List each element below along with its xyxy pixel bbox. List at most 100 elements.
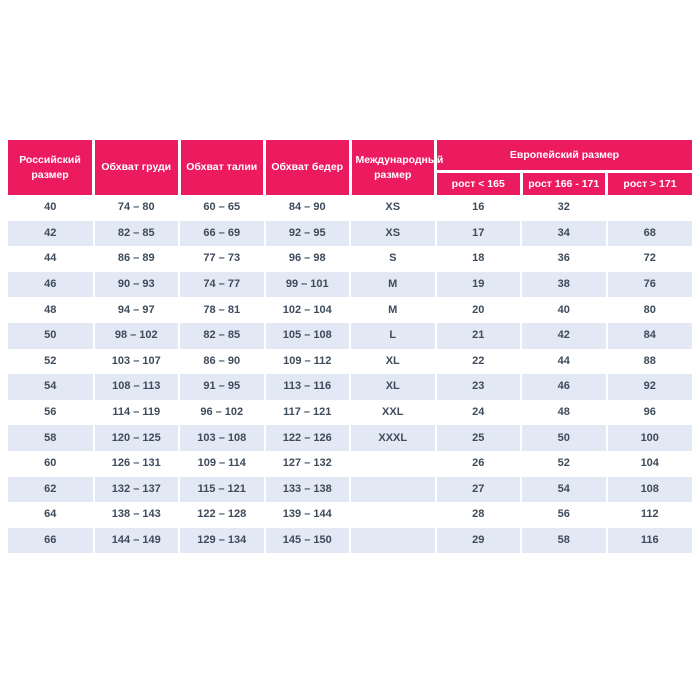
header-european-size-group: Европейский размер (435, 140, 692, 173)
table-cell: 105 – 108 (264, 322, 351, 349)
table-cell: 99 – 101 (264, 271, 351, 298)
header-main-row: Российский размер Обхват груди Обхват та… (8, 140, 692, 195)
header-sub-row: рост < 165 рост 166 - 171 рост > 171 (8, 171, 692, 195)
table-cell: 40 (8, 195, 95, 221)
table-cell: 52 (8, 348, 95, 375)
header-height-lt-165: рост < 165 (435, 171, 523, 195)
table-cell: 44 (521, 348, 608, 375)
table-cell: 20 (435, 297, 522, 323)
table-cell: 88 (606, 348, 692, 375)
table-cell: 96 (606, 399, 692, 426)
table-cell: 92 (606, 374, 692, 400)
header-hips: Обхват бедер (264, 140, 352, 195)
table-cell: 77 – 73 (179, 246, 266, 272)
table-cell: 90 – 93 (93, 271, 180, 298)
table-cell: 115 – 121 (179, 476, 266, 503)
table-cell: 66 – 69 (179, 220, 266, 247)
table-row: 40 74 – 80 60 – 65 84 – 90 XS 16 32 (8, 195, 692, 221)
table-cell: 38 (521, 271, 608, 298)
table-cell: XXXL (350, 425, 437, 451)
table-cell (350, 450, 437, 477)
table-cell: 117 – 121 (264, 399, 351, 426)
table-row: 42 82 – 85 66 – 69 92 – 95 XS 17 34 68 (8, 220, 692, 247)
table-cell: 42 (521, 322, 608, 349)
table-cell: 56 (8, 399, 95, 426)
table-cell: 18 (435, 246, 522, 272)
table-cell: 114 – 119 (93, 399, 180, 426)
table-cell: 50 (521, 425, 608, 451)
table-cell: 84 (606, 322, 692, 349)
table-cell: 17 (435, 220, 522, 247)
table-cell: 48 (8, 297, 95, 323)
table-cell: 122 – 128 (179, 502, 266, 528)
header-international-size: Международный размер (350, 140, 443, 195)
table-cell: 86 – 89 (93, 246, 180, 272)
header-chest: Обхват груди (93, 140, 181, 195)
table-cell: 112 (606, 502, 692, 528)
table-row: 54 108 – 113 91 – 95 113 – 116 XL 23 46 92 (8, 374, 692, 400)
table-row: 58 120 – 125 103 – 108 122 – 126 XXXL 25 50 100 (8, 425, 692, 451)
header-waist: Обхват талии (179, 140, 266, 195)
table-cell: XL (350, 348, 437, 375)
table-cell: 113 – 116 (264, 374, 351, 400)
table-cell: 103 – 107 (93, 348, 180, 375)
table-cell: XS (350, 195, 437, 221)
table-cell: S (350, 246, 437, 272)
table-cell: 54 (521, 476, 608, 503)
table-cell: 100 (606, 425, 692, 451)
table-cell: 133 – 138 (264, 476, 351, 503)
table-cell (350, 527, 437, 554)
table-cell: 82 – 85 (93, 220, 180, 247)
table-cell: 22 (435, 348, 522, 375)
table-cell: 92 – 95 (264, 220, 351, 247)
table-row: 48 94 – 97 78 – 81 102 – 104 M 20 40 80 (8, 297, 692, 323)
table-row: 46 90 – 93 74 – 77 99 – 101 M 19 38 76 (8, 271, 692, 298)
size-table: Российский размер Обхват груди Обхват та… (8, 140, 692, 554)
table-cell: 52 (521, 450, 608, 477)
header-height-gt-171: рост > 171 (606, 171, 692, 195)
table-row: 66 144 – 149 129 – 134 145 – 150 29 58 116 (8, 527, 692, 554)
table-row: 62 132 – 137 115 – 121 133 – 138 27 54 108 (8, 476, 692, 503)
table-cell: 50 (8, 322, 95, 349)
table-cell: 40 (521, 297, 608, 323)
table-cell: 74 – 77 (179, 271, 266, 298)
table-cell: 94 – 97 (93, 297, 180, 323)
table-cell: 96 – 102 (179, 399, 266, 426)
table-row: 60 126 – 131 109 – 114 127 – 132 26 52 104 (8, 450, 692, 477)
table-cell: 104 (606, 450, 692, 477)
size-table-header: Российский размер Обхват груди Обхват та… (8, 140, 692, 195)
table-cell: 19 (435, 271, 522, 298)
table-cell: 108 (606, 476, 692, 503)
table-cell: 46 (521, 374, 608, 400)
table-cell: 25 (435, 425, 522, 451)
table-cell: 27 (435, 476, 522, 503)
table-cell: 138 – 143 (93, 502, 180, 528)
table-cell: 127 – 132 (264, 450, 351, 477)
table-cell: 109 – 114 (179, 450, 266, 477)
table-cell: 24 (435, 399, 522, 426)
table-cell: 82 – 85 (179, 322, 266, 349)
table-cell: 98 – 102 (93, 322, 180, 349)
table-cell: M (350, 297, 437, 323)
table-cell: 16 (435, 195, 522, 221)
table-cell: 145 – 150 (264, 527, 351, 554)
table-cell: XS (350, 220, 437, 247)
table-cell: 58 (8, 425, 95, 451)
table-cell: 62 (8, 476, 95, 503)
table-cell: 129 – 134 (179, 527, 266, 554)
table-cell: 56 (521, 502, 608, 528)
table-cell: 102 – 104 (264, 297, 351, 323)
table-cell: 64 (8, 502, 95, 528)
table-cell: 86 – 90 (179, 348, 266, 375)
table-cell: 84 – 90 (264, 195, 351, 221)
table-cell: 26 (435, 450, 522, 477)
table-cell: 32 (521, 195, 608, 221)
table-cell: 122 – 126 (264, 425, 351, 451)
table-cell: 68 (606, 220, 692, 247)
table-cell: 144 – 149 (93, 527, 180, 554)
header-russian-size: Российский размер (8, 140, 95, 195)
table-cell: 108 – 113 (93, 374, 180, 400)
table-cell: 54 (8, 374, 95, 400)
table-cell: 78 – 81 (179, 297, 266, 323)
table-cell: 28 (435, 502, 522, 528)
